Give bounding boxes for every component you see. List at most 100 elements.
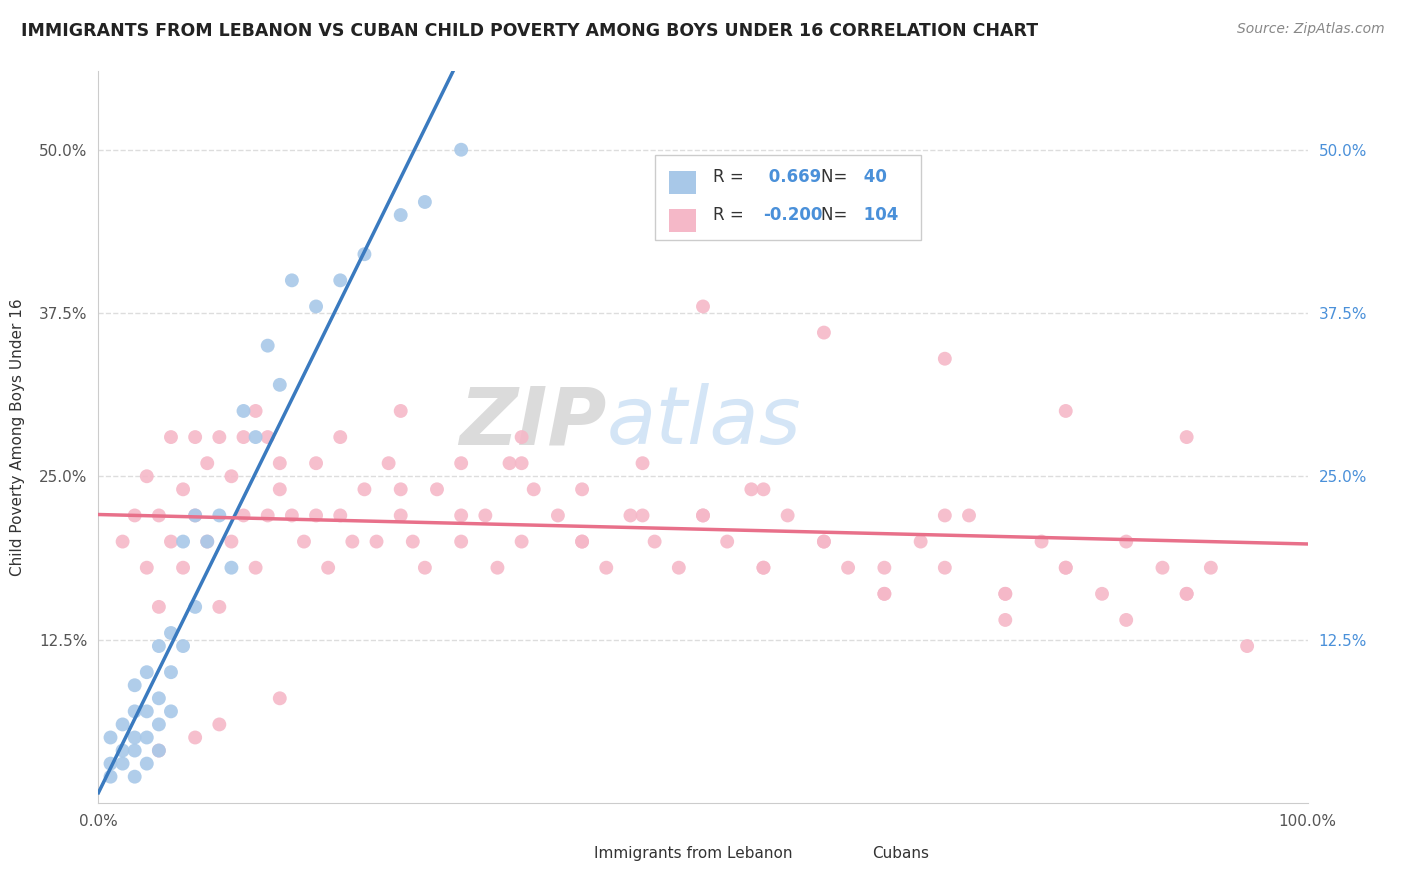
Point [389,508,412,523]
Point [208,430,231,444]
Point [221,560,243,574]
Point [245,430,267,444]
Point [172,639,194,653]
Point [692,508,714,523]
Point [450,456,472,470]
Point [148,691,170,706]
Point [510,534,533,549]
Point [269,691,291,706]
Point [281,273,304,287]
Text: R =: R = [713,206,748,224]
Point [692,300,714,314]
Text: 40: 40 [858,168,887,186]
Point [172,534,194,549]
Point [752,560,775,574]
Point [269,483,291,497]
Point [184,508,207,523]
Point [135,756,157,771]
Point [752,483,775,497]
Point [342,534,364,549]
Point [873,587,896,601]
Point [221,469,243,483]
Point [873,587,896,601]
Point [994,587,1017,601]
Point [692,508,714,523]
Point [1115,613,1137,627]
Point [305,300,328,314]
Point [450,143,472,157]
Point [256,508,278,523]
Point [934,351,956,366]
Point [837,560,859,574]
Point [148,717,170,731]
Point [100,770,122,784]
Point [172,560,194,574]
Point [389,404,412,418]
Point [111,756,134,771]
Point [111,743,134,757]
Text: atlas: atlas [606,384,801,461]
Point [111,534,134,549]
Point [668,560,690,574]
Point [135,731,157,745]
FancyBboxPatch shape [558,843,585,865]
Point [232,508,254,523]
FancyBboxPatch shape [837,843,863,865]
Point [413,194,436,209]
Point [716,534,738,549]
Point [389,483,412,497]
Text: -0.200: -0.200 [763,206,823,224]
Point [776,508,799,523]
Point [305,508,328,523]
Text: IMMIGRANTS FROM LEBANON VS CUBAN CHILD POVERTY AMONG BOYS UNDER 16 CORRELATION C: IMMIGRANTS FROM LEBANON VS CUBAN CHILD P… [21,22,1038,40]
Text: 0.669: 0.669 [763,168,821,186]
Point [631,456,654,470]
Point [256,339,278,353]
Point [100,756,122,771]
Point [450,534,472,549]
Point [1236,639,1258,653]
Point [1115,534,1137,549]
Point [631,508,654,523]
Point [232,404,254,418]
Point [595,560,617,574]
Point [510,456,533,470]
Point [148,639,170,653]
Point [329,430,352,444]
Point [994,613,1017,627]
Point [1199,560,1222,574]
Point [329,508,352,523]
Point [813,534,835,549]
Text: N=: N= [821,168,853,186]
Point [160,665,183,680]
Point [160,430,183,444]
Point [619,508,641,523]
Point [1175,587,1198,601]
Point [100,731,122,745]
Point [644,534,666,549]
Point [377,456,399,470]
Text: Immigrants from Lebanon: Immigrants from Lebanon [595,846,793,861]
Point [1054,560,1077,574]
Point [269,377,291,392]
Point [124,678,146,692]
Point [208,508,231,523]
Text: 104: 104 [858,206,898,224]
Point [184,508,207,523]
Point [450,508,472,523]
Point [1152,560,1174,574]
Point [1175,587,1198,601]
Point [571,534,593,549]
Point [1054,560,1077,574]
Text: Cubans: Cubans [872,846,929,861]
Point [184,599,207,614]
Text: N=: N= [821,206,853,224]
Point [366,534,388,549]
Point [510,430,533,444]
Point [135,560,157,574]
Point [160,626,183,640]
Point [111,717,134,731]
Point [245,404,267,418]
Point [934,560,956,574]
Point [813,534,835,549]
